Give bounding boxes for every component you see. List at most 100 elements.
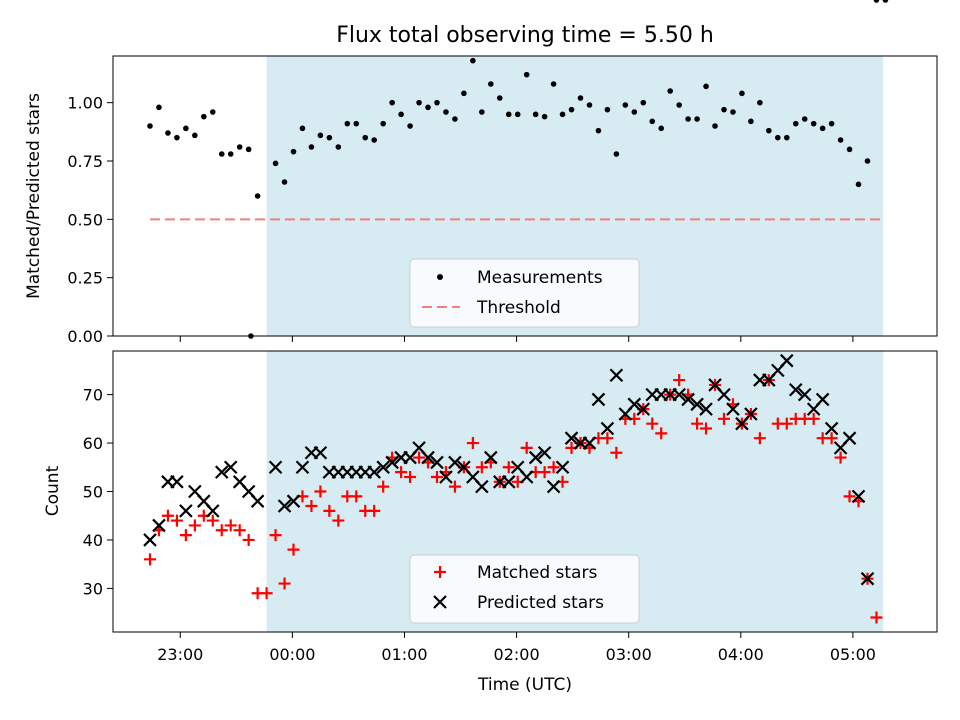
predicted-star-marker <box>439 470 453 484</box>
x-tick-label: 02:00 <box>494 645 540 664</box>
matched-star-marker <box>843 490 856 503</box>
matched-star-marker <box>646 417 659 430</box>
predicted-star-marker <box>421 450 435 465</box>
matched-star-marker <box>224 519 237 532</box>
y-axis-label: Matched/Predicted stars <box>24 93 44 299</box>
measurement-point <box>254 193 261 199</box>
measurement-point <box>568 106 575 113</box>
measurement-point <box>443 109 449 115</box>
measurement-point <box>434 99 440 106</box>
legend-label-matched: Matched stars <box>477 563 597 583</box>
predicted-star-marker <box>501 475 516 489</box>
measurement-point <box>452 116 458 122</box>
predicted-star-marker <box>690 397 704 412</box>
y-tick-label: 1.00 <box>67 94 103 113</box>
measurement-point <box>317 132 324 139</box>
matched-star-marker <box>780 417 793 430</box>
predicted-star-marker <box>286 494 301 508</box>
measurement-point <box>165 130 171 136</box>
measurement-point <box>353 120 360 127</box>
matched-star-marker <box>395 466 408 479</box>
matched-star-marker <box>466 437 479 450</box>
predicted-star-marker <box>600 421 615 436</box>
matched-star-marker <box>233 524 246 537</box>
measurement-point <box>801 116 808 122</box>
predicted-star-marker <box>555 460 570 475</box>
predicted-star-marker <box>860 571 875 586</box>
matched-star-marker <box>206 514 219 527</box>
legend-marker-matched <box>434 566 446 578</box>
measurement-point <box>371 137 378 143</box>
measurement-point <box>703 83 709 90</box>
matched-star-marker <box>143 553 156 566</box>
measurement-point <box>846 146 853 153</box>
legend-label-predicted: Predicted stars <box>477 593 604 613</box>
predicted-star-marker <box>546 479 561 494</box>
matched-star-marker <box>448 480 461 493</box>
count-panel: 30 40 50 60 70 23:00 00:00 01:00 02:00 03:00 04:0… <box>43 350 938 695</box>
legend: Measurements Threshold <box>409 258 640 328</box>
predicted-star-marker <box>475 479 489 494</box>
matched-star-marker <box>825 432 838 445</box>
y-tick-label: 60 <box>83 434 103 453</box>
measurement-point <box>218 151 225 157</box>
legend-marker-measurements <box>437 274 443 280</box>
measurement-point <box>577 95 584 101</box>
x-tick-label: 23:00 <box>157 645 203 664</box>
measurement-point <box>694 116 700 122</box>
measurement-point <box>837 137 844 143</box>
measurement-point <box>192 132 198 139</box>
measurement-point <box>819 125 826 132</box>
matched-star-marker <box>601 432 614 445</box>
x-tick-label: 05:00 <box>830 645 876 664</box>
matched-star-marker <box>314 485 327 498</box>
predicted-star-marker <box>636 402 651 416</box>
measurement-point <box>290 148 297 155</box>
measurement-point <box>649 118 656 125</box>
predicted-star-marker <box>528 450 543 465</box>
plot-frame-bottom <box>112 350 938 633</box>
measurement-point <box>299 125 306 132</box>
y-axis-ticks: 0.00 0.25 0.50 0.75 1.00 <box>67 94 113 346</box>
matched-star-marker <box>753 432 766 445</box>
measurement-point <box>730 109 736 115</box>
y-tick-label: 0.75 <box>67 152 103 171</box>
legend-frame <box>409 258 640 328</box>
y-tick-label: 0.00 <box>67 327 103 346</box>
predicted-star-marker <box>313 445 328 460</box>
measurement-point <box>183 125 189 132</box>
predicted-star-marker <box>484 450 498 465</box>
predicted-star-marker <box>268 460 283 475</box>
measurement-point <box>470 57 476 64</box>
predicted-star-marker <box>170 475 184 489</box>
predicted-star-marker <box>564 431 579 445</box>
predicted-star-marker <box>519 470 534 484</box>
predicted-star-marker <box>250 494 265 508</box>
measurement-point <box>174 134 180 141</box>
matched-star-marker <box>655 427 668 440</box>
predicted-star-marker <box>214 465 229 479</box>
legend: Matched stars Predicted stars <box>409 554 640 624</box>
matched-star-marker <box>215 524 228 537</box>
measurement-point <box>828 120 835 127</box>
measurement-point <box>757 99 763 106</box>
predicted-star-marker <box>277 499 292 513</box>
matched-star-marker <box>170 514 183 527</box>
predicted-star-marker <box>582 436 597 450</box>
matched-star-marker <box>188 519 201 532</box>
measurement-point <box>613 151 620 157</box>
measurement-point <box>550 81 557 87</box>
matched-star-marker <box>350 490 363 503</box>
measurement-point <box>147 123 153 129</box>
measurement-point <box>658 125 665 132</box>
predicted-star-marker <box>851 489 866 504</box>
matched-star-marker <box>547 461 560 474</box>
measurement-point <box>622 102 629 108</box>
predicted-star-marker <box>788 382 803 397</box>
measurement-point <box>272 160 279 167</box>
matched-star-marker <box>520 441 533 454</box>
predicted-star-marker <box>779 353 794 368</box>
predicted-star-marker <box>797 387 812 402</box>
measurement-point <box>712 123 718 129</box>
measurement-point <box>685 116 691 122</box>
